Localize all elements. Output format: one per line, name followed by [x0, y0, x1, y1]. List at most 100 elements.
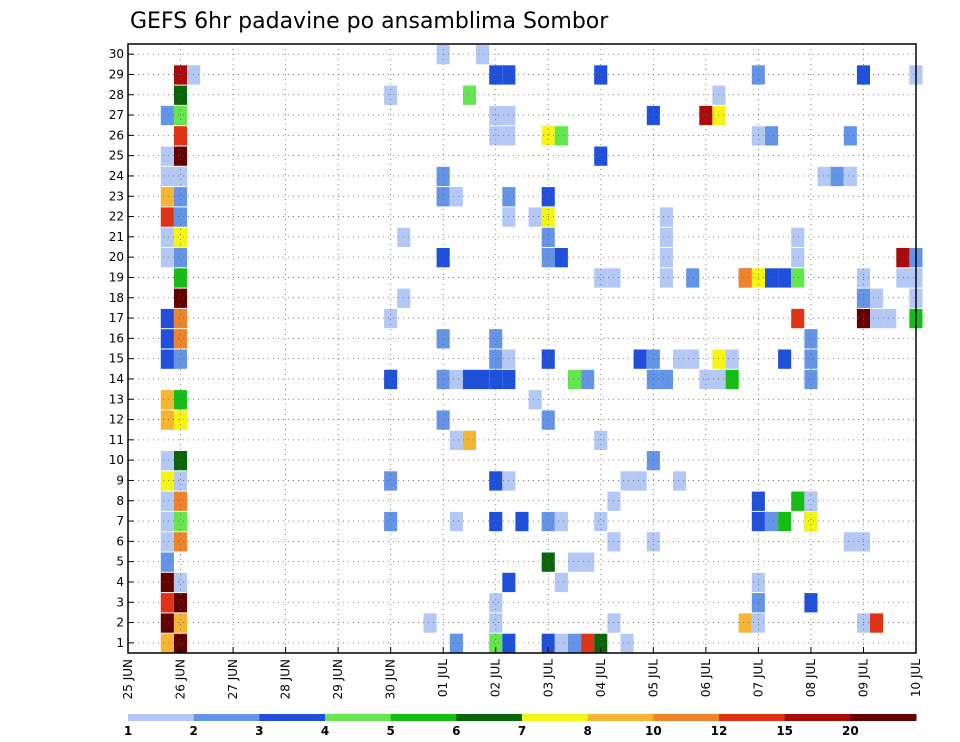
- x-tick-label: 28 JUN: [279, 659, 293, 699]
- heatmap-cell: [712, 85, 726, 105]
- heatmap-cell: [160, 491, 174, 511]
- heatmap-cell: [174, 572, 188, 593]
- heatmap-cell: [620, 471, 634, 491]
- colorbar-label: 1: [124, 724, 132, 738]
- y-tick-label: 25: [109, 149, 124, 163]
- heatmap-cells: [160, 45, 923, 653]
- heatmap-cell: [554, 511, 568, 532]
- colorbar-swatch: [784, 714, 851, 721]
- colorbar-label: 20: [842, 724, 859, 738]
- x-axis: 25 JUN 26 JUN 27 JUN 28 JUN 29 JUN 30 JUN 01 J…: [121, 647, 923, 699]
- heatmap-cell: [712, 349, 726, 369]
- heatmap-cell: [659, 268, 673, 288]
- heatmap-cell: [594, 268, 608, 288]
- heatmap-cell: [160, 166, 174, 187]
- heatmap-cell: [568, 552, 582, 572]
- heatmap-cell: [384, 511, 398, 532]
- heatmap-cell: [633, 471, 647, 491]
- y-tick-label: 12: [109, 413, 124, 427]
- heatmap-cell: [594, 511, 608, 532]
- heatmap-cell: [568, 633, 582, 653]
- heatmap-cell: [462, 430, 476, 450]
- heatmap-cell: [449, 430, 463, 450]
- heatmap-cell: [607, 491, 621, 511]
- plot-frame: [127, 43, 917, 654]
- colorbar-swatch: [259, 714, 326, 721]
- colorbar-label: 15: [776, 724, 793, 738]
- heatmap-cell: [646, 532, 660, 552]
- y-tick-label: 16: [109, 331, 124, 345]
- heatmap-cell: [174, 288, 188, 308]
- heatmap-cell: [541, 633, 555, 653]
- colorbar-label: 4: [321, 724, 329, 738]
- y-tick-label: 11: [109, 433, 124, 447]
- heatmap-cell: [489, 511, 503, 532]
- heatmap-cell: [791, 491, 805, 511]
- heatmap-cell: [174, 410, 188, 430]
- heatmap-cell: [659, 248, 673, 268]
- heatmap-cell: [594, 430, 608, 450]
- x-tick-label: 26 JUN: [174, 659, 188, 699]
- heatmap-cell: [804, 511, 818, 532]
- heatmap-cell: [397, 227, 411, 247]
- heatmap-cell: [541, 227, 555, 247]
- y-tick-label: 23: [109, 189, 124, 203]
- heatmap-cell: [160, 390, 174, 410]
- heatmap-cell: [174, 207, 188, 227]
- heatmap-cell: [174, 308, 188, 329]
- y-tick-label: 17: [109, 311, 124, 325]
- y-tick-label: 21: [109, 230, 124, 244]
- heatmap-cell: [686, 268, 700, 288]
- y-tick-label: 10: [109, 453, 124, 467]
- heatmap-cell: [673, 471, 687, 491]
- heatmap-cell: [489, 126, 503, 146]
- heatmap-cell: [502, 65, 516, 85]
- colorbar-swatch: [587, 714, 654, 721]
- y-tick-label: 26: [109, 128, 124, 142]
- heatmap-cell: [436, 187, 450, 207]
- x-tick-label: 10 JUL: [909, 659, 923, 697]
- heatmap-cell: [160, 410, 174, 430]
- colorbar-label: 10: [645, 724, 662, 738]
- heatmap-cell: [502, 349, 516, 369]
- heatmap-cell: [160, 633, 174, 653]
- y-tick-label: 6: [116, 534, 124, 548]
- heatmap-cell: [856, 613, 870, 633]
- colorbar-swatch: [850, 714, 917, 721]
- heatmap-cell: [384, 471, 398, 491]
- heatmap-cell: [502, 572, 516, 593]
- y-tick-label: 4: [116, 575, 124, 589]
- heatmap-cell: [607, 268, 621, 288]
- y-tick-label: 22: [109, 210, 124, 224]
- heatmap-cell: [160, 308, 174, 329]
- heatmap-cell: [581, 552, 595, 572]
- heatmap-cell: [541, 126, 555, 146]
- heatmap-cell: [489, 105, 503, 126]
- heatmap-cell: [397, 288, 411, 308]
- heatmap-cell: [174, 268, 188, 288]
- heatmap-cell: [160, 572, 174, 593]
- x-tick-label: 30 JUN: [384, 659, 398, 699]
- heatmap-cell: [581, 633, 595, 653]
- heatmap-cell: [174, 85, 188, 105]
- colorbar-swatch: [193, 714, 260, 721]
- colorbar-label: 7: [518, 724, 526, 738]
- heatmap-cell: [765, 511, 779, 532]
- y-tick-label: 14: [109, 372, 124, 386]
- heatmap-cell: [174, 166, 188, 187]
- heatmap-cell: [174, 633, 188, 653]
- heatmap-cell: [541, 248, 555, 268]
- heatmap-cell: [160, 329, 174, 349]
- heatmap-cell: [160, 593, 174, 613]
- heatmap-cell: [751, 126, 765, 146]
- heatmap-cell: [174, 532, 188, 552]
- colorbar-label: 8: [583, 724, 591, 738]
- heatmap-cell: [633, 349, 647, 369]
- heatmap-cell: [502, 126, 516, 146]
- heatmap-cell: [870, 308, 884, 329]
- heatmap-cell: [160, 532, 174, 552]
- heatmap-cell: [594, 633, 608, 653]
- y-tick-label: 24: [109, 169, 124, 183]
- y-tick-label: 13: [109, 392, 124, 406]
- y-tick-label: 3: [116, 595, 124, 609]
